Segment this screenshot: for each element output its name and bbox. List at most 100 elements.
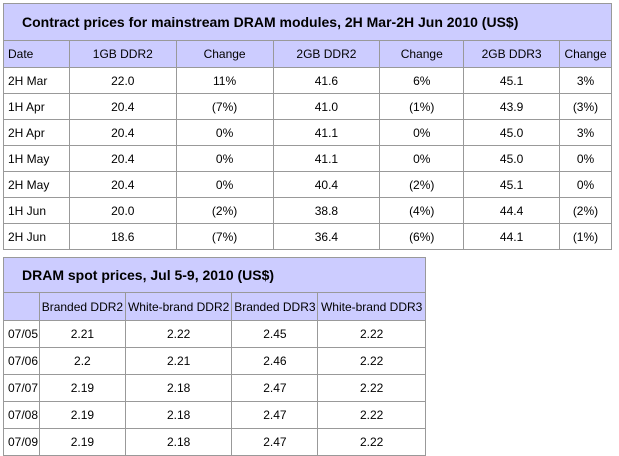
contract-cell: 22.0 xyxy=(68,67,177,94)
contract-header-cell: Change xyxy=(558,40,613,68)
contract-cell: 41.1 xyxy=(272,145,381,172)
contract-cell: 40.4 xyxy=(272,171,381,198)
spot-cell: 2.22 xyxy=(124,320,233,348)
contract-header-cell: Change xyxy=(379,40,465,68)
contract-cell: 0% xyxy=(558,171,613,198)
spot-cell: 2.22 xyxy=(317,320,426,348)
table-row: 07/06 2.2 2.21 2.46 2.22 xyxy=(3,347,426,375)
contract-header-row: Date 1GB DDR2 Change 2GB DDR2 Change 2GB DDR3… xyxy=(3,40,613,68)
contract-cell: (2%) xyxy=(175,197,274,224)
contract-cell: (1%) xyxy=(558,223,613,250)
contract-cell: (7%) xyxy=(175,223,274,250)
contract-table-title: Contract prices for mainstream DRAM modu… xyxy=(3,3,612,41)
contract-cell: 3% xyxy=(558,67,613,94)
contract-cell: 2H May xyxy=(3,171,70,198)
table-row: 07/07 2.19 2.18 2.47 2.22 xyxy=(3,374,426,402)
contract-cell: 0% xyxy=(558,145,613,172)
contract-cell: (2%) xyxy=(379,171,465,198)
contract-cell: 41.6 xyxy=(272,67,381,94)
spot-prices-table: DRAM spot prices, Jul 5-9, 2010 (US$) Br… xyxy=(3,257,426,456)
contract-cell: (2%) xyxy=(558,197,613,224)
spot-cell: 2.22 xyxy=(317,428,426,456)
contract-cell: 20.4 xyxy=(68,145,177,172)
contract-cell: (4%) xyxy=(379,197,465,224)
contract-cell: 44.4 xyxy=(463,197,560,224)
spot-cell: 2.18 xyxy=(124,428,233,456)
table-row: 1H Apr 20.4 (7%) 41.0 (1%) 43.9 (3%) xyxy=(3,93,613,120)
spot-header-row: Branded DDR2 White-brand DDR2 Branded DDR3… xyxy=(3,292,426,321)
table-row: 07/05 2.21 2.22 2.45 2.22 xyxy=(3,320,426,348)
spot-cell: 07/07 xyxy=(3,374,40,402)
spot-cell: 2.18 xyxy=(124,401,233,429)
contract-cell: 20.4 xyxy=(68,93,177,120)
contract-cell: 3% xyxy=(558,119,613,146)
contract-cell: 20.4 xyxy=(68,171,177,198)
contract-cell: 2H Jun xyxy=(3,223,70,250)
contract-header-cell: Change xyxy=(175,40,274,68)
spot-cell: 07/08 xyxy=(3,401,40,429)
spot-header-cell: White-brand DDR3 xyxy=(317,292,426,321)
table-row: 07/08 2.19 2.18 2.47 2.22 xyxy=(3,401,426,429)
contract-cell: 1H Jun xyxy=(3,197,70,224)
table-row: 2H Mar 22.0 11% 41.6 6% 45.1 3% xyxy=(3,67,613,94)
spot-cell: 2.47 xyxy=(231,428,319,456)
contract-cell: 2H Mar xyxy=(3,67,70,94)
table-row: 1H Jun 20.0 (2%) 38.8 (4%) 44.4 (2%) xyxy=(3,197,613,224)
contract-cell: 11% xyxy=(175,67,274,94)
spot-table-title: DRAM spot prices, Jul 5-9, 2010 (US$) xyxy=(3,257,426,293)
contract-cell: 1H May xyxy=(3,145,70,172)
contract-cell: 45.0 xyxy=(463,119,560,146)
contract-cell: 45.1 xyxy=(463,171,560,198)
spot-cell: 2.18 xyxy=(124,374,233,402)
spot-cell: 2.47 xyxy=(231,374,319,402)
spot-header-cell xyxy=(3,292,40,321)
contract-cell: 41.1 xyxy=(272,119,381,146)
spot-cell: 2.22 xyxy=(317,401,426,429)
table-row: 1H May 20.4 0% 41.1 0% 45.0 0% xyxy=(3,145,613,172)
contract-cell: 0% xyxy=(175,171,274,198)
spot-cell: 2.19 xyxy=(38,401,126,429)
table-row: 07/09 2.19 2.18 2.47 2.22 xyxy=(3,428,426,456)
contract-header-cell: Date xyxy=(3,40,70,68)
spot-header-cell: Branded DDR2 xyxy=(38,292,126,321)
spot-cell: 2.22 xyxy=(317,347,426,375)
contract-cell: 0% xyxy=(175,145,274,172)
contract-cell: (6%) xyxy=(379,223,465,250)
contract-cell: 1H Apr xyxy=(3,93,70,120)
contract-cell: 44.1 xyxy=(463,223,560,250)
spot-header-cell: White-brand DDR2 xyxy=(124,292,233,321)
contract-cell: 36.4 xyxy=(272,223,381,250)
contract-prices-table: Contract prices for mainstream DRAM modu… xyxy=(3,3,613,250)
spot-cell: 2.19 xyxy=(38,428,126,456)
contract-header-cell: 2GB DDR3 xyxy=(463,40,560,68)
contract-header-cell: 2GB DDR2 xyxy=(272,40,381,68)
table-row: 2H Apr 20.4 0% 41.1 0% 45.0 3% xyxy=(3,119,613,146)
spot-cell: 2.21 xyxy=(124,347,233,375)
table-row: 2H May 20.4 0% 40.4 (2%) 45.1 0% xyxy=(3,171,613,198)
contract-cell: 20.4 xyxy=(68,119,177,146)
contract-cell: 0% xyxy=(175,119,274,146)
contract-cell: 38.8 xyxy=(272,197,381,224)
spot-cell: 2.2 xyxy=(38,347,126,375)
spot-cell: 2.47 xyxy=(231,401,319,429)
contract-cell: 6% xyxy=(379,67,465,94)
spot-cell: 2.45 xyxy=(231,320,319,348)
spot-cell: 2.22 xyxy=(317,374,426,402)
spot-cell: 07/09 xyxy=(3,428,40,456)
contract-table-body: 2H Mar 22.0 11% 41.6 6% 45.1 3% 1H Apr 20.4 (7%) 4… xyxy=(3,67,613,250)
spot-cell: 2.19 xyxy=(38,374,126,402)
spot-cell: 2.21 xyxy=(38,320,126,348)
spot-cell: 07/05 xyxy=(3,320,40,348)
contract-cell: (3%) xyxy=(558,93,613,120)
contract-cell: (1%) xyxy=(379,93,465,120)
contract-cell: (7%) xyxy=(175,93,274,120)
spot-table-body: 07/05 2.21 2.22 2.45 2.22 07/06 2.2 2.21 2.46 2.2… xyxy=(3,320,426,456)
contract-cell: 41.0 xyxy=(272,93,381,120)
contract-cell: 43.9 xyxy=(463,93,560,120)
contract-cell: 45.0 xyxy=(463,145,560,172)
contract-cell: 2H Apr xyxy=(3,119,70,146)
contract-cell: 18.6 xyxy=(68,223,177,250)
table-row: 2H Jun 18.6 (7%) 36.4 (6%) 44.1 (1%) xyxy=(3,223,613,250)
contract-header-cell: 1GB DDR2 xyxy=(68,40,177,68)
spot-cell: 2.46 xyxy=(231,347,319,375)
